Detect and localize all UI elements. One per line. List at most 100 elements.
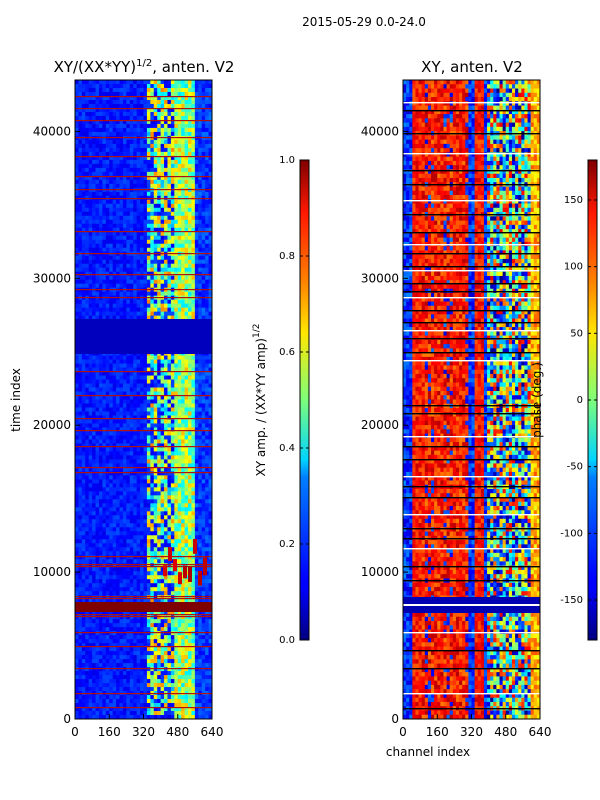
heatmap-cell [95, 423, 100, 428]
heatmap-cell [126, 179, 131, 185]
heatmap-cell [95, 95, 100, 101]
heatmap-cell [78, 523, 83, 528]
heatmap-cell [191, 315, 196, 321]
heatmap-cell [133, 95, 138, 101]
heatmap-cell [146, 399, 151, 404]
heatmap-cell [164, 139, 168, 145]
heatmap-cell [112, 379, 117, 384]
heatmap-cell [75, 83, 79, 89]
heatmap-cell [181, 307, 185, 313]
heatmap-cell [136, 535, 141, 540]
heatmap-cell [119, 467, 124, 472]
heatmap-cell [201, 175, 206, 181]
heatmap-cell [198, 299, 203, 305]
heatmap-cell [75, 315, 79, 321]
heatmap-cell [201, 507, 206, 512]
heatmap-cell [136, 523, 141, 528]
heatmap-cell [191, 151, 196, 157]
heatmap-cell [109, 431, 114, 436]
heatmap-cell [112, 531, 117, 536]
heatmap-cell [177, 431, 182, 436]
heatmap-cell [109, 435, 114, 440]
heatmap-cell [170, 471, 175, 476]
heatmap-cell [146, 507, 151, 512]
heatmap-cell [85, 391, 90, 396]
heatmap-cell [129, 291, 134, 297]
heatmap-cell [81, 439, 86, 444]
heatmap-cell [122, 87, 127, 93]
heatmap-cell [78, 403, 83, 408]
heatmap-cell [116, 235, 120, 241]
heatmap-cell [194, 127, 199, 133]
heatmap-cell [184, 543, 189, 548]
heatmap-cell [126, 403, 131, 408]
heatmap-cell [109, 119, 114, 125]
heatmap-cell [191, 383, 196, 388]
heatmap-cell [194, 151, 199, 157]
heatmap-cell [75, 375, 79, 380]
heatmap-cell [181, 527, 185, 532]
heatmap-cell [205, 355, 209, 360]
heatmap-cell [102, 243, 107, 249]
heatmap-cell [85, 127, 90, 133]
heatmap-cell [116, 151, 120, 157]
heatmap-cell [112, 543, 117, 548]
heatmap-cell [167, 399, 172, 404]
heatmap-cell [126, 395, 131, 400]
heatmap-cell [157, 91, 162, 97]
heatmap-cell [167, 231, 172, 237]
heatmap-cell [146, 91, 151, 97]
heatmap-cell [170, 507, 175, 512]
heatmap-cell [167, 311, 172, 317]
heatmap-cell [164, 155, 168, 161]
heatmap-cell [119, 87, 124, 93]
heatmap-cell [129, 567, 134, 572]
heatmap-cell [122, 447, 127, 452]
heatmap-cell [198, 199, 203, 205]
heatmap-cell [170, 311, 175, 317]
heatmap-cell [194, 183, 199, 189]
heatmap-cell [81, 263, 86, 269]
heatmap-cell [140, 107, 144, 113]
heatmap-cell [126, 183, 131, 189]
heatmap-cell [136, 527, 141, 532]
heatmap-cell [78, 399, 83, 404]
heatmap-cell [170, 91, 175, 97]
amplitude-panel: XY/(XX*YY)1/2, anten. V2 0 160 320 480 640 0… [9, 58, 234, 739]
heatmap-cell [164, 215, 168, 221]
heatmap-cell [140, 507, 144, 512]
heatmap-cell [102, 163, 107, 169]
heatmap-cell [201, 427, 206, 432]
heatmap-cell [191, 355, 196, 360]
heatmap-cell [153, 491, 158, 496]
heatmap-cell [92, 367, 96, 372]
heatmap-cell [122, 367, 127, 372]
heatmap-cell [143, 463, 148, 468]
heatmap-cell [153, 387, 158, 392]
heatmap-cell [188, 127, 192, 133]
heatmap-cell [102, 115, 107, 121]
heatmap-cell [194, 507, 199, 512]
heatmap-cell [85, 219, 90, 225]
heatmap-cell [122, 499, 127, 504]
heatmap-cell [170, 495, 175, 500]
heatmap-cell [184, 391, 189, 396]
heatmap-cell [198, 451, 203, 456]
heatmap-cell [150, 87, 155, 93]
heatmap-cell [157, 127, 162, 133]
heatmap-cell [140, 431, 144, 436]
heatmap-cell [188, 123, 192, 129]
heatmap-cell [150, 491, 155, 496]
heatmap-cell [181, 423, 185, 428]
heatmap-cell [95, 147, 100, 153]
heatmap-cell [136, 283, 141, 289]
heatmap-cell [105, 551, 110, 556]
heatmap-cell [146, 479, 151, 484]
heatmap-cell [81, 127, 86, 133]
heatmap-cell [153, 115, 158, 121]
heatmap-cell [160, 363, 165, 368]
heatmap-cell [112, 467, 117, 472]
heatmap-cell [181, 147, 185, 153]
heatmap-cell [92, 191, 96, 197]
heatmap-cell [194, 355, 199, 360]
